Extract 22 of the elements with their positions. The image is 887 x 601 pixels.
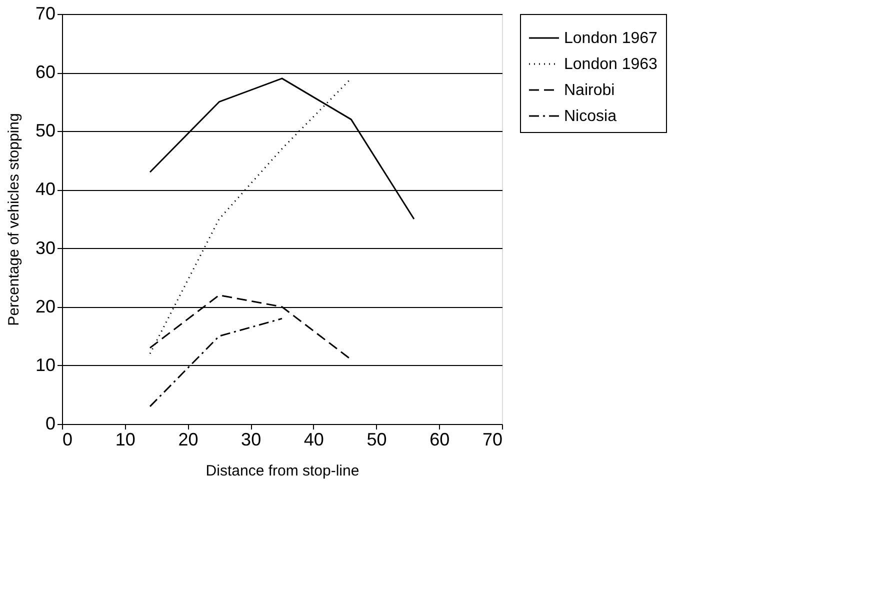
y-tick-label: 10 [35,354,56,375]
y-tick-label: 50 [35,120,56,141]
y-axis-title: Percentage of vehicles stopping [5,113,22,326]
y-tick-label: 70 [35,4,56,24]
y-tick-label: 30 [35,238,56,258]
y-tick-label: 20 [35,296,56,316]
x-tick-label: 50 [366,430,387,450]
y-tick-label: 0 [45,414,56,434]
x-tick-label: 20 [178,430,198,450]
x-tick-label: 30 [241,430,262,450]
legend-label: London 1963 [564,56,658,73]
legend-label: London 1967 [564,30,658,47]
x-tick-label: 70 [482,430,502,450]
x-tick-label: 10 [115,430,136,450]
x-axis-title: Distance from stop-line [206,462,360,480]
y-tick-label: 40 [35,179,56,200]
x-tick-label: 0 [62,430,73,450]
legend-label: Nairobi [564,82,615,99]
x-tick-label: 60 [430,430,450,450]
y-tick-label: 60 [35,62,56,82]
legend-label: Nicosia [564,108,617,125]
x-tick-label: 40 [304,430,324,450]
